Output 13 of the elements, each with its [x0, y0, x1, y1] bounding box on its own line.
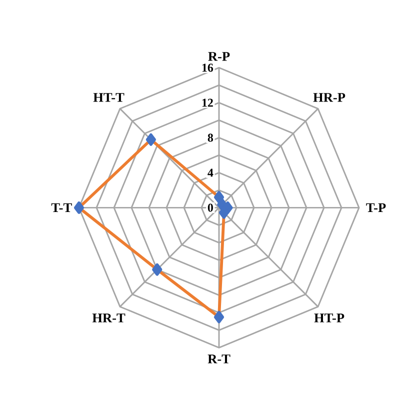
- y-tick-label: 8: [208, 134, 214, 142]
- y-tick-label: 4: [208, 168, 214, 177]
- spoke-label: HT-T: [93, 93, 124, 102]
- spoke-label: T-T: [51, 203, 72, 212]
- spoke-label: HR-P: [313, 93, 346, 102]
- spoke-label: R-P: [208, 52, 230, 61]
- spoke-label: R-T: [208, 354, 230, 364]
- y-tick-label: 0: [208, 204, 213, 212]
- spoke-label: HT-P: [314, 314, 344, 322]
- y-tick-label: 16: [202, 64, 214, 72]
- spoke-label: T-P: [366, 203, 386, 212]
- y-tick-label: 12: [202, 98, 213, 107]
- spoke-label: HR-T: [92, 314, 126, 322]
